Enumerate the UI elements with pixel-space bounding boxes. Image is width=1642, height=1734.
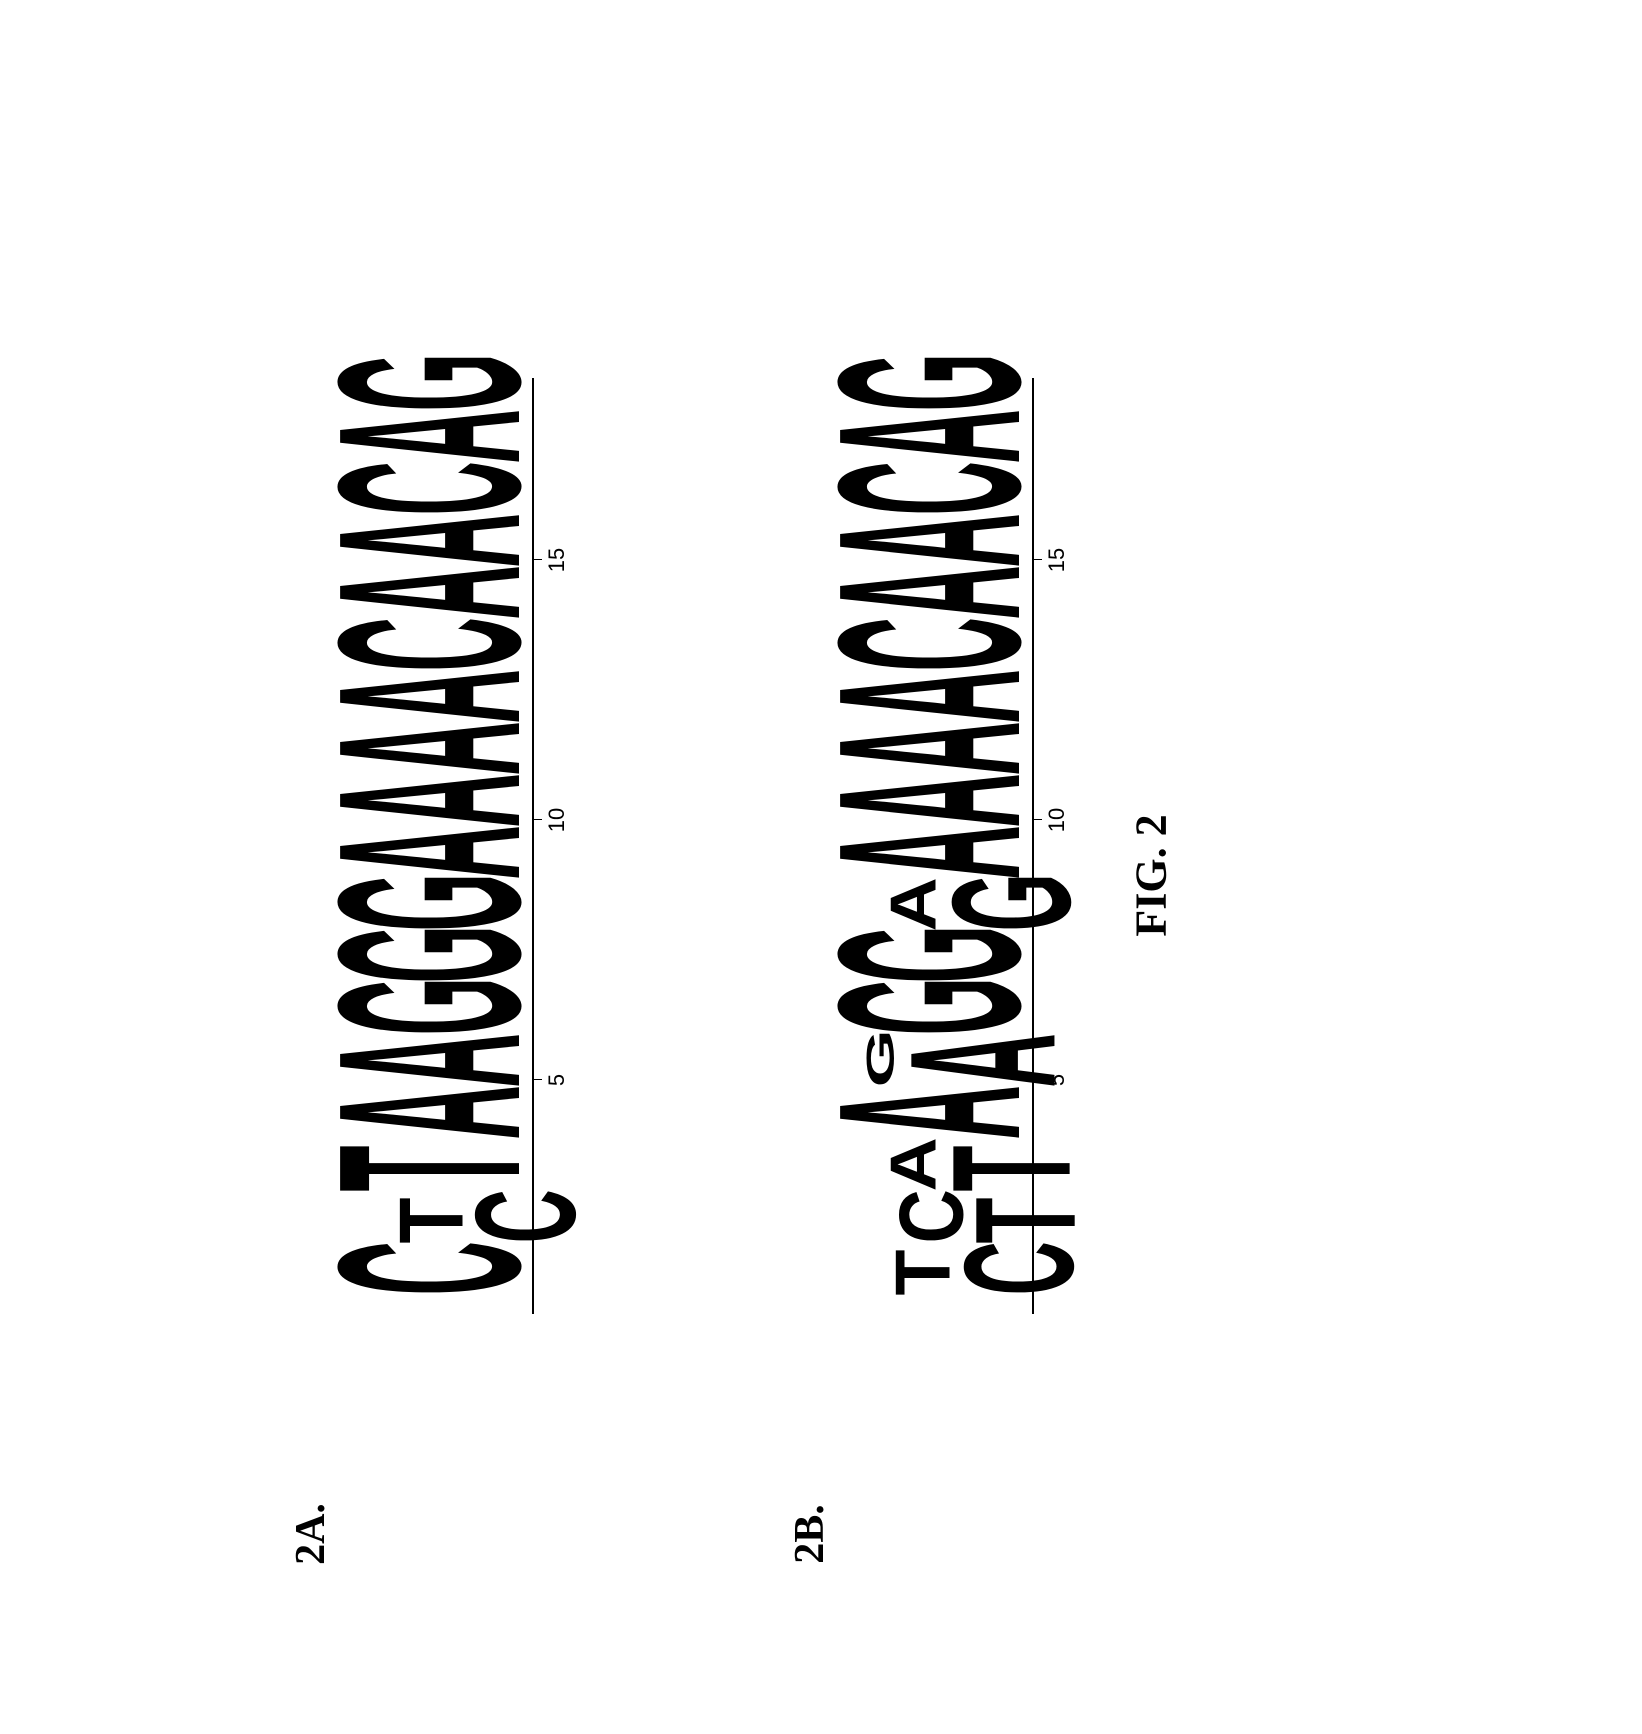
x-tick bbox=[534, 819, 542, 820]
logo-letter-A: A bbox=[902, 1072, 1032, 1087]
logo-letter-G: G bbox=[829, 968, 1032, 983]
logo-letter-C: C bbox=[829, 656, 1032, 671]
logo-letter-C: C bbox=[959, 1280, 1032, 1295]
sequence-logo-b: CTTCTAAAGGGGAAAAACAACAG51015 bbox=[812, 378, 1064, 1314]
x-axis: 51015 bbox=[534, 378, 564, 1314]
x-tick bbox=[1034, 559, 1042, 560]
panel-b-label: 2B. bbox=[786, 1504, 834, 1564]
logo-letter-A: A bbox=[829, 708, 1032, 723]
logo-letter-A: A bbox=[829, 760, 1032, 775]
x-tick-label: 10 bbox=[544, 808, 570, 832]
x-tick bbox=[534, 559, 542, 560]
logo-letter-A: A bbox=[829, 604, 1032, 619]
logo-letter-A: A bbox=[829, 552, 1032, 567]
logo-letter-G: G bbox=[946, 916, 1032, 931]
logo-letter-G: G bbox=[329, 396, 532, 411]
panel-a-label-text: 2A. bbox=[288, 1503, 334, 1565]
logo-letter-A: A bbox=[329, 552, 532, 567]
logo-letter-A: A bbox=[329, 448, 532, 463]
logo-letter-G: G bbox=[829, 1020, 1032, 1035]
logo-letter-C: C bbox=[329, 656, 532, 671]
logo-position-column: CT bbox=[812, 1262, 1032, 1314]
x-axis: 51015 bbox=[1034, 378, 1064, 1314]
logo-letter-A: A bbox=[888, 916, 901, 931]
logo-letter-A: A bbox=[329, 760, 532, 775]
x-tick bbox=[534, 1079, 542, 1080]
x-tick bbox=[1034, 1079, 1042, 1080]
figure-page: 2A. 2B. FIG. 2 CCTTAAGGGAAAACAACAG51015 … bbox=[0, 0, 1642, 1734]
figure-caption-text: FIG. 2 bbox=[1127, 814, 1176, 936]
logo-position-column: C bbox=[312, 1262, 532, 1314]
logo-container: CTTCTAAAGGGGAAAAACAACAG bbox=[812, 378, 1034, 1314]
sequence-logo-a: CCTTAAGGGAAAACAACAG51015 bbox=[312, 378, 564, 1314]
logo-letter-A: A bbox=[829, 812, 1032, 827]
x-tick-label: 10 bbox=[1044, 808, 1070, 832]
figure-caption: FIG. 2 bbox=[1126, 814, 1177, 936]
panel-a-label: 2A. bbox=[287, 1503, 335, 1565]
logo-letter-G: G bbox=[329, 1020, 532, 1035]
logo-letter-G: G bbox=[865, 1072, 870, 1087]
logo-letter-G: G bbox=[829, 396, 1032, 411]
logo-letter-A: A bbox=[829, 448, 1032, 463]
panel-b-label-text: 2B. bbox=[787, 1504, 833, 1564]
logo-letters-row: CCTTAAGGGAAAACAACAG bbox=[312, 378, 532, 1314]
logo-letter-G: G bbox=[329, 916, 532, 931]
logo-letter-A: A bbox=[829, 864, 1032, 879]
logo-letter-A: A bbox=[329, 864, 532, 879]
x-tick-label: 5 bbox=[1044, 1074, 1070, 1086]
logo-letter-T: T bbox=[396, 1228, 421, 1243]
logo-letter-C: C bbox=[829, 500, 1032, 515]
logo-letter-C: C bbox=[896, 1228, 921, 1243]
logo-letter-T: T bbox=[892, 1280, 910, 1295]
logo-letter-A: A bbox=[329, 812, 532, 827]
logo-letters-row: CTTCTAAAGGGGAAAAACAACAG bbox=[812, 378, 1032, 1314]
x-tick-label: 15 bbox=[544, 548, 570, 572]
logo-letter-A: A bbox=[329, 708, 532, 723]
logo-container: CCTTAAGGGAAAACAACAG bbox=[312, 378, 534, 1314]
x-tick bbox=[1034, 819, 1042, 820]
logo-letter-A: A bbox=[329, 1072, 532, 1087]
logo-letter-T: T bbox=[946, 1176, 1032, 1191]
logo-letter-T: T bbox=[329, 1176, 532, 1191]
logo-letter-A: A bbox=[888, 1176, 901, 1191]
logo-letter-C: C bbox=[329, 500, 532, 515]
logo-letter-G: G bbox=[329, 968, 532, 983]
x-tick-label: 5 bbox=[544, 1074, 570, 1086]
x-tick-label: 15 bbox=[1044, 548, 1070, 572]
logo-letter-C: C bbox=[329, 1280, 532, 1295]
logo-letter-A: A bbox=[829, 1124, 1032, 1139]
logo-letter-A: A bbox=[329, 604, 532, 619]
logo-letter-A: A bbox=[329, 1124, 532, 1139]
